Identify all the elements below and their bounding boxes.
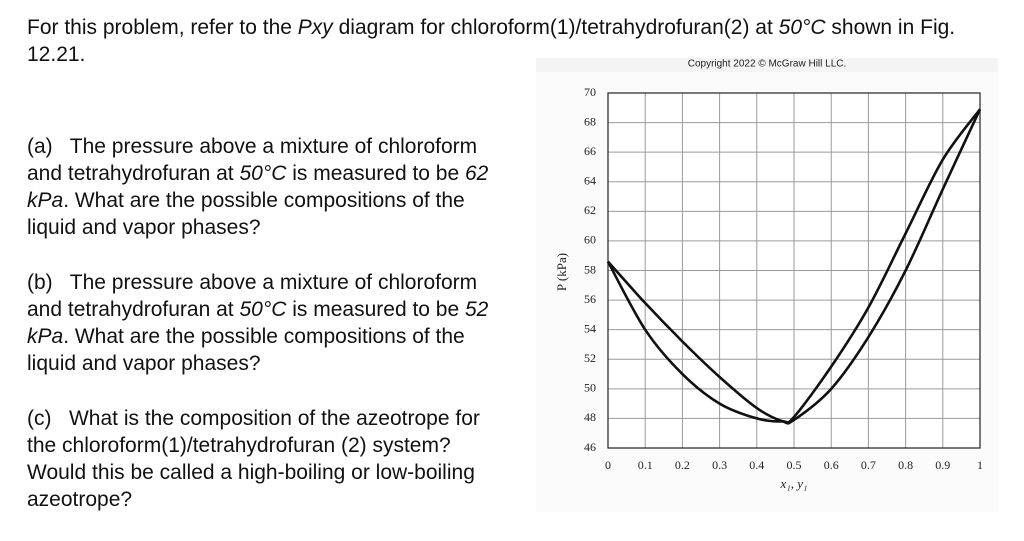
text-segment: (c) What is the composition of the azeot…: [27, 407, 486, 511]
y-tick-label: 70: [584, 85, 596, 99]
text-segment: Pxy: [297, 16, 333, 39]
text-segment: (a) The pressure above a mixture of chlo…: [27, 135, 483, 185]
text-segment: shown in Fig. 12.21.: [27, 16, 961, 66]
text-segment: 50°C: [778, 16, 826, 39]
intro: For this problem, refer to the Pxy diagr…: [27, 14, 987, 68]
x-tick-label: 0.1: [638, 458, 653, 472]
x-tick-label: 0.8: [898, 458, 913, 472]
text-segment: (b) The pressure above a mixture of chlo…: [27, 271, 483, 321]
x-tick-label: 0.2: [675, 458, 690, 472]
text-segment: . What are the possible compositions of …: [27, 189, 471, 239]
text-segment: 50°C: [239, 162, 287, 185]
y-tick-label: 68: [584, 114, 596, 128]
x-tick-label: 0: [605, 458, 611, 472]
question-c: (c) What is the composition of the azeot…: [27, 405, 502, 513]
x-tick-label: 0.5: [787, 458, 802, 472]
y-tick-label: 48: [584, 410, 596, 424]
y-tick-label: 62: [584, 203, 596, 217]
x-tick-label: 0.4: [749, 458, 764, 472]
copyright: Copyright 2022 © McGraw Hill LLC.: [688, 59, 847, 70]
text-segment: For this problem, refer to the: [27, 16, 298, 39]
text-segment: . What are the possible compositions of …: [27, 325, 471, 375]
x-tick-label: 1: [977, 458, 983, 472]
x-tick-label: 0.6: [824, 458, 839, 472]
y-tick-label: 52: [584, 351, 596, 365]
text-segment: 50°C: [239, 298, 287, 321]
text-segment: is measured to be: [286, 298, 465, 321]
y-tick-label: 58: [584, 262, 596, 276]
text-segment: 52 kPa: [27, 298, 495, 348]
y-tick-label: 46: [584, 440, 596, 454]
y-tick-label: 60: [584, 233, 596, 247]
y-tick-label: 50: [584, 381, 596, 395]
question-b: (b) The pressure above a mixture of chlo…: [27, 269, 502, 377]
x-tick-label: 0.3: [712, 458, 727, 472]
plot-frame: [607, 92, 981, 449]
text-segment: is measured to be: [286, 162, 465, 185]
x-axis-label: x₁, y₁: [779, 476, 807, 491]
y-tick-label: 56: [584, 292, 596, 306]
text-segment: 62 kPa: [27, 162, 495, 212]
curve: [606, 108, 982, 424]
x-tick-label: 0.9: [935, 458, 950, 472]
y-axis-label: P (kPa): [554, 253, 569, 291]
question-a: (a) The pressure above a mixture of chlo…: [27, 133, 502, 241]
y-tick-label: 54: [584, 321, 596, 335]
y-tick-label: 64: [584, 174, 596, 188]
text-segment: diagram for chloroform(1)/tetrahydrofura…: [332, 16, 779, 39]
y-tick-label: 66: [584, 144, 596, 158]
x-tick-label: 0.7: [861, 458, 876, 472]
